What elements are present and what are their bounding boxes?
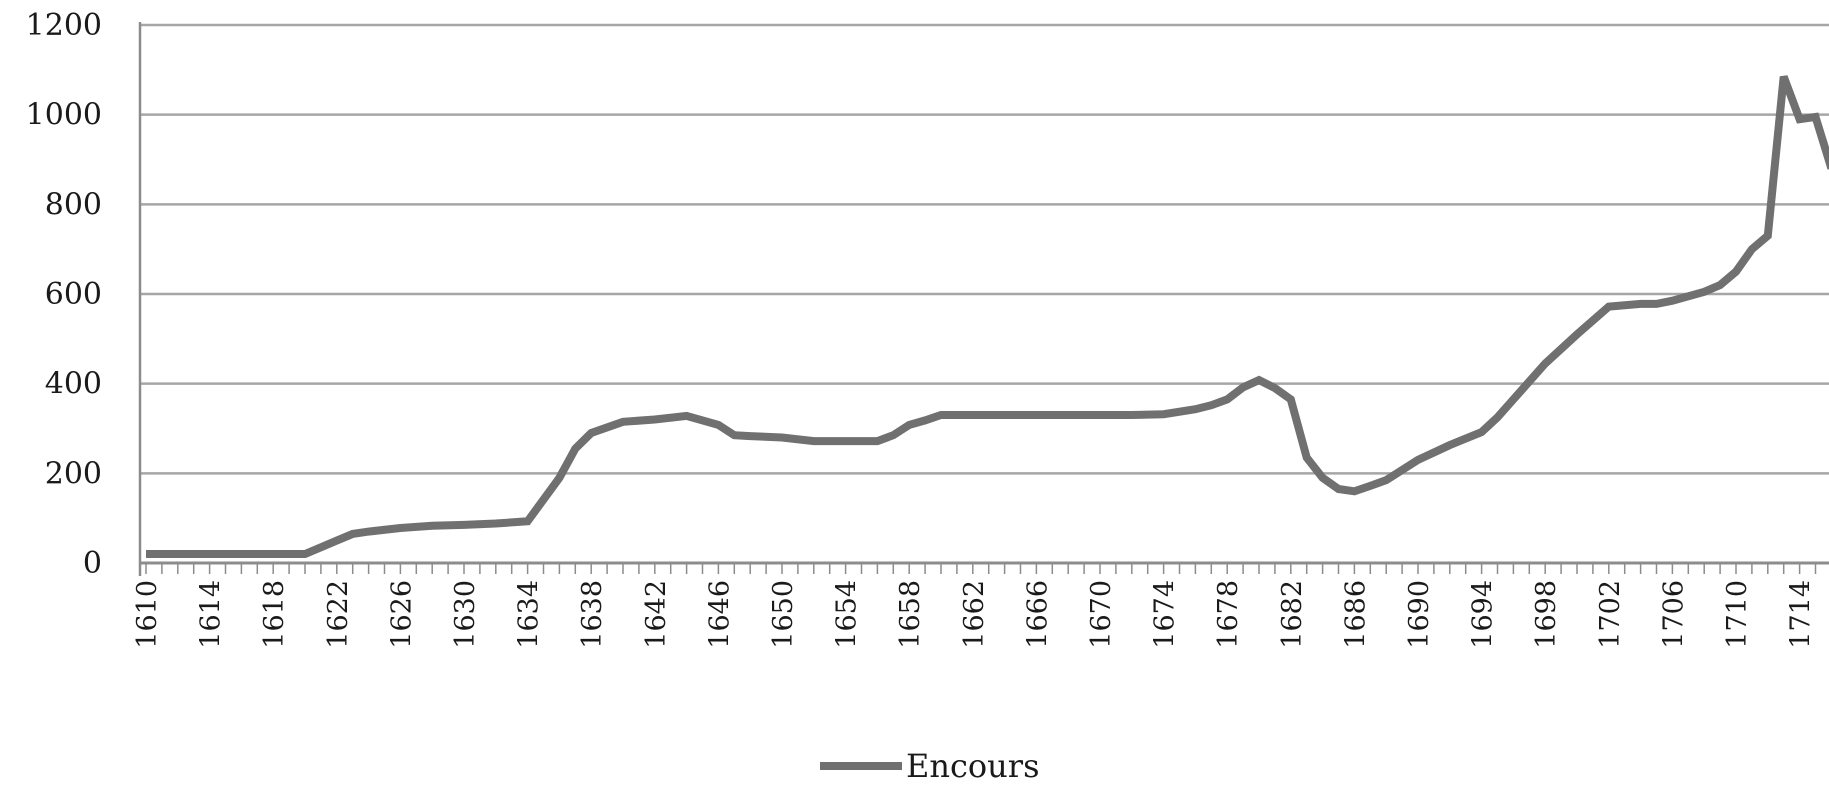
x-tick-label: 1682 [1277, 580, 1308, 649]
legend-label: Encours [906, 747, 1039, 785]
y-tick-label: 600 [45, 277, 102, 312]
y-tick-label: 1200 [26, 8, 102, 43]
x-tick-label: 1670 [1086, 580, 1117, 649]
x-tick-label: 1662 [959, 580, 990, 649]
y-tick-label: 400 [45, 367, 102, 402]
x-tick-label: 1642 [641, 580, 672, 649]
x-tick-label: 1702 [1595, 580, 1626, 649]
x-tick-label: 1654 [832, 580, 863, 649]
x-tick-label: 1658 [895, 580, 926, 649]
axes [138, 22, 1829, 576]
series-line-encours [146, 75, 1829, 558]
y-tick-label: 800 [45, 187, 102, 222]
x-tick-label: 1686 [1340, 580, 1371, 649]
x-tick-label: 1626 [386, 580, 417, 649]
y-tick-label: 0 [83, 546, 102, 581]
x-tick-label: 1678 [1213, 580, 1244, 649]
x-tick-label: 1610 [132, 580, 163, 649]
x-tick-label: 1618 [259, 580, 290, 649]
x-tick-label: 1666 [1022, 580, 1053, 649]
x-tick-label: 1710 [1722, 580, 1753, 649]
x-tick-label: 1706 [1658, 580, 1689, 649]
legend: Encours [820, 747, 1039, 785]
x-tick-label: 1646 [704, 580, 735, 649]
x-tick-label: 1694 [1468, 580, 1499, 649]
x-tick-label: 1638 [577, 580, 608, 649]
x-tick-label: 1698 [1531, 580, 1562, 649]
x-tick-label: 1650 [768, 580, 799, 649]
y-tick-label: 1000 [26, 98, 102, 133]
x-tick-label: 1714 [1786, 580, 1817, 649]
series-layer [146, 75, 1829, 558]
gridlines [140, 23, 1829, 475]
x-tick-label: 1622 [323, 580, 354, 649]
x-tick-label: 1674 [1150, 580, 1181, 649]
x-tick-label: 1690 [1404, 580, 1435, 649]
x-tick-label: 1634 [514, 580, 545, 649]
x-tick-labels: 1610 1614 1618 1622 1626 1630 1634 1638 1642 1646… [132, 580, 1817, 649]
y-tick-labels: 0 200 400 600 800 1000 1200 [26, 8, 102, 581]
x-tick-label: 1614 [196, 580, 227, 649]
x-tick-label: 1630 [450, 580, 481, 649]
y-tick-label: 200 [45, 456, 102, 491]
